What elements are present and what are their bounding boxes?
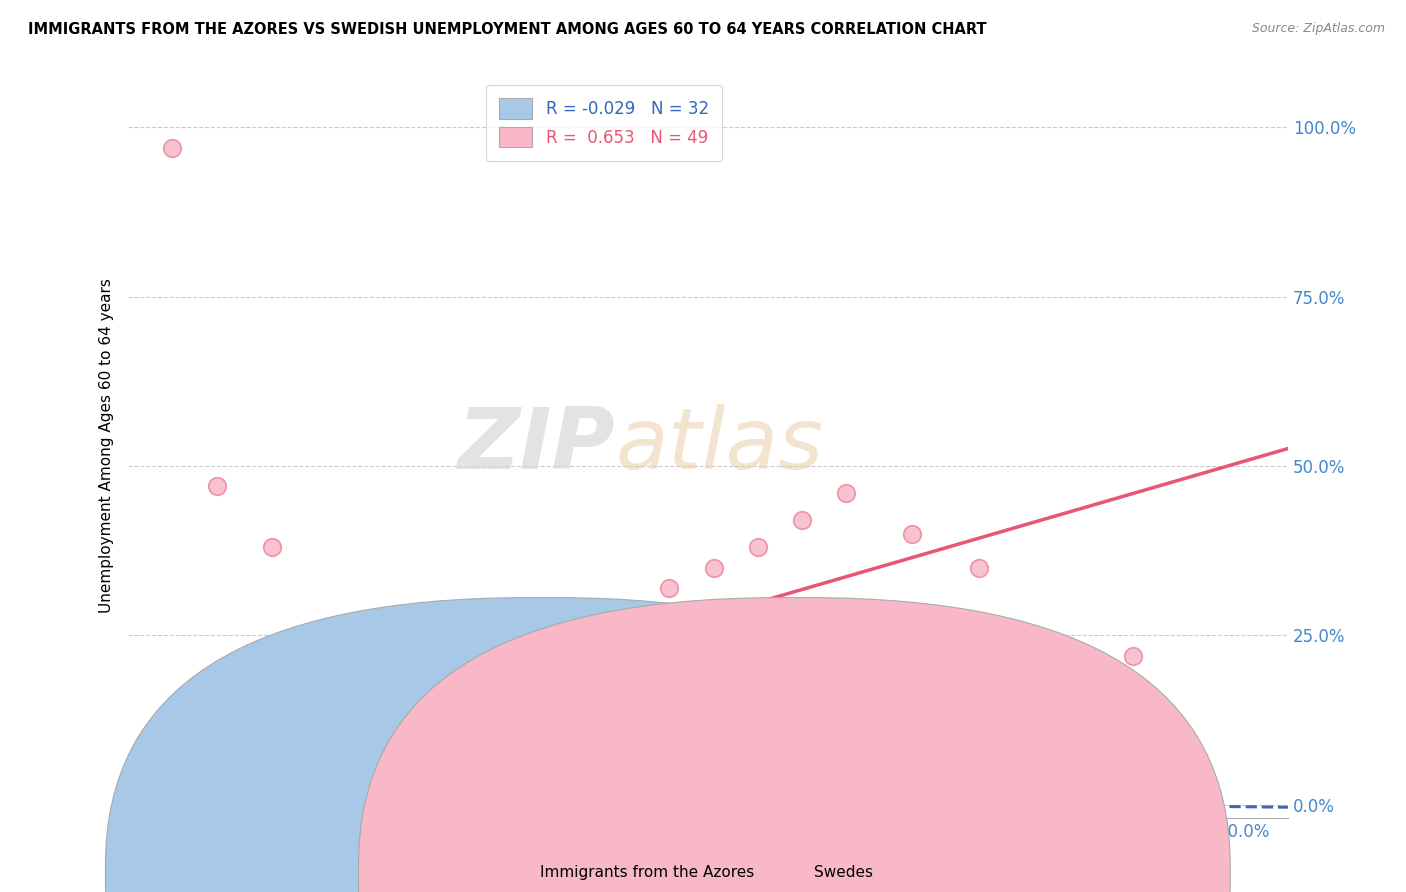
Point <box>162 795 184 809</box>
Point <box>162 140 184 154</box>
Text: atlas: atlas <box>616 404 824 487</box>
Point <box>139 795 162 809</box>
Point <box>194 788 217 802</box>
Point <box>835 486 858 500</box>
Point <box>181 784 204 798</box>
Point <box>371 737 394 751</box>
Point <box>415 682 437 697</box>
Point <box>1012 778 1035 792</box>
Point <box>1122 648 1144 663</box>
Text: Immigrants from the Azores: Immigrants from the Azores <box>540 865 754 880</box>
Point <box>186 795 208 809</box>
Point <box>141 788 163 802</box>
Point <box>614 608 637 623</box>
Point <box>249 778 271 792</box>
Point <box>162 788 184 802</box>
Point <box>217 778 239 792</box>
Point <box>167 788 190 802</box>
Point <box>172 795 194 809</box>
Point <box>747 541 769 555</box>
Point <box>569 628 592 642</box>
Point <box>136 791 159 805</box>
Point <box>271 767 294 781</box>
Point <box>139 778 162 792</box>
Point <box>177 791 200 805</box>
Point <box>143 771 166 785</box>
Point <box>526 648 548 663</box>
Point <box>170 780 193 795</box>
Point <box>349 744 371 758</box>
Point <box>167 791 190 805</box>
Text: Source: ZipAtlas.com: Source: ZipAtlas.com <box>1251 22 1385 36</box>
Point <box>172 788 194 802</box>
Point <box>658 662 681 676</box>
Point <box>526 676 548 690</box>
Y-axis label: Unemployment Among Ages 60 to 64 years: Unemployment Among Ages 60 to 64 years <box>100 278 114 613</box>
Point <box>790 513 813 527</box>
Point <box>152 778 174 792</box>
Point <box>326 662 349 676</box>
Point <box>183 791 205 805</box>
Point <box>177 788 200 802</box>
Point <box>167 795 190 809</box>
Point <box>835 690 858 704</box>
Point <box>260 771 283 785</box>
Point <box>481 676 503 690</box>
Point <box>132 795 155 809</box>
Point <box>155 795 177 809</box>
Point <box>437 703 460 717</box>
Point <box>326 750 349 764</box>
Point <box>305 757 328 772</box>
Point <box>155 784 177 798</box>
Point <box>172 791 194 805</box>
Point <box>239 774 262 789</box>
Point <box>148 791 170 805</box>
Text: IMMIGRANTS FROM THE AZORES VS SWEDISH UNEMPLOYMENT AMONG AGES 60 TO 64 YEARS COR: IMMIGRANTS FROM THE AZORES VS SWEDISH UN… <box>28 22 987 37</box>
Text: ZIP: ZIP <box>458 404 616 487</box>
Point <box>135 784 157 798</box>
Point <box>260 541 283 555</box>
Point <box>460 690 482 704</box>
Point <box>658 581 681 595</box>
Point <box>205 780 228 795</box>
Point <box>283 764 305 778</box>
Point <box>703 560 725 574</box>
Point <box>901 526 924 541</box>
Point <box>166 791 188 805</box>
Point <box>228 780 250 795</box>
Point <box>150 788 173 802</box>
Point <box>156 791 179 805</box>
Point <box>415 716 437 731</box>
Point <box>205 479 228 493</box>
Point <box>163 784 186 798</box>
Point <box>967 560 990 574</box>
Point <box>150 795 173 809</box>
Point <box>190 791 212 805</box>
Point <box>150 791 173 805</box>
Point <box>155 791 177 805</box>
Point <box>146 780 169 795</box>
Point <box>139 795 162 809</box>
Text: Swedes: Swedes <box>814 865 873 880</box>
Point <box>162 774 184 789</box>
Point <box>159 780 181 795</box>
Point <box>1056 662 1078 676</box>
Point <box>190 788 212 802</box>
Legend: R = -0.029   N = 32, R =  0.653   N = 49: R = -0.029 N = 32, R = 0.653 N = 49 <box>485 85 721 161</box>
Point <box>194 784 217 798</box>
Point <box>183 784 205 798</box>
Point <box>394 730 416 744</box>
Point <box>503 662 526 676</box>
Point <box>143 792 166 806</box>
